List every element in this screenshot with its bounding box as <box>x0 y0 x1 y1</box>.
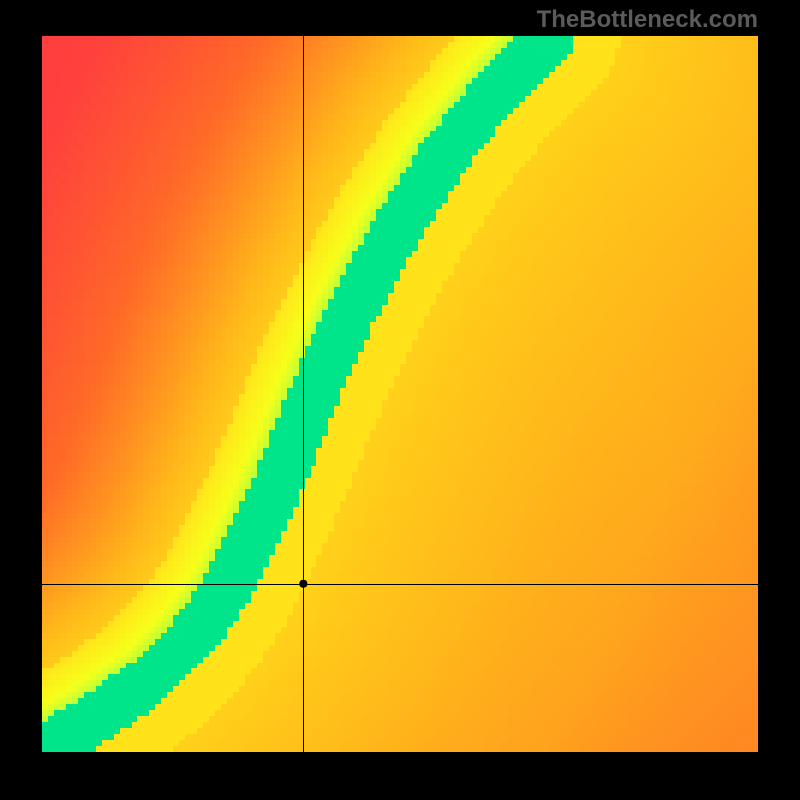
outer-frame: TheBottleneck.com <box>0 0 800 800</box>
bottleneck-heatmap <box>42 36 758 752</box>
watermark-label: TheBottleneck.com <box>537 6 758 34</box>
